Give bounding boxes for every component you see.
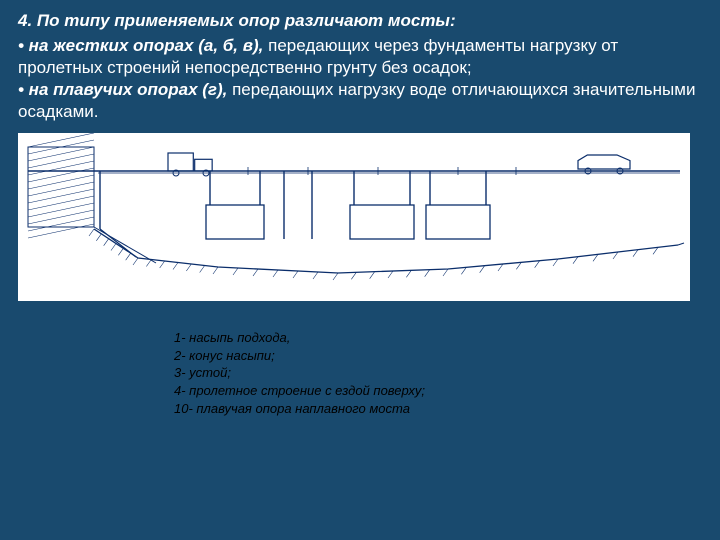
legend-row: 10- плавучая опора наплавного моста [174, 400, 702, 418]
section-heading: 4. По типу применяемых опор различают мо… [18, 10, 702, 33]
bullet-1-strong: • на жестких опорах (а, б, в), [18, 36, 263, 55]
legend-row: 2- конус насыпи; [174, 347, 702, 365]
bullet-2-strong: • на плавучих опорах (г), [18, 80, 227, 99]
bridge-diagram [18, 133, 690, 301]
bullet-2: • на плавучих опорах (г), передающих наг… [18, 79, 702, 123]
legend: 1- насыпь подхода, 2- конус насыпи; 3- у… [174, 329, 702, 417]
bridge-svg [18, 133, 690, 301]
legend-row: 1- насыпь подхода, [174, 329, 702, 347]
legend-row: 4- пролетное строение с ездой поверху; [174, 382, 702, 400]
bullet-1: • на жестких опорах (а, б, в), передающи… [18, 35, 702, 79]
legend-row: 3- устой; [174, 364, 702, 382]
